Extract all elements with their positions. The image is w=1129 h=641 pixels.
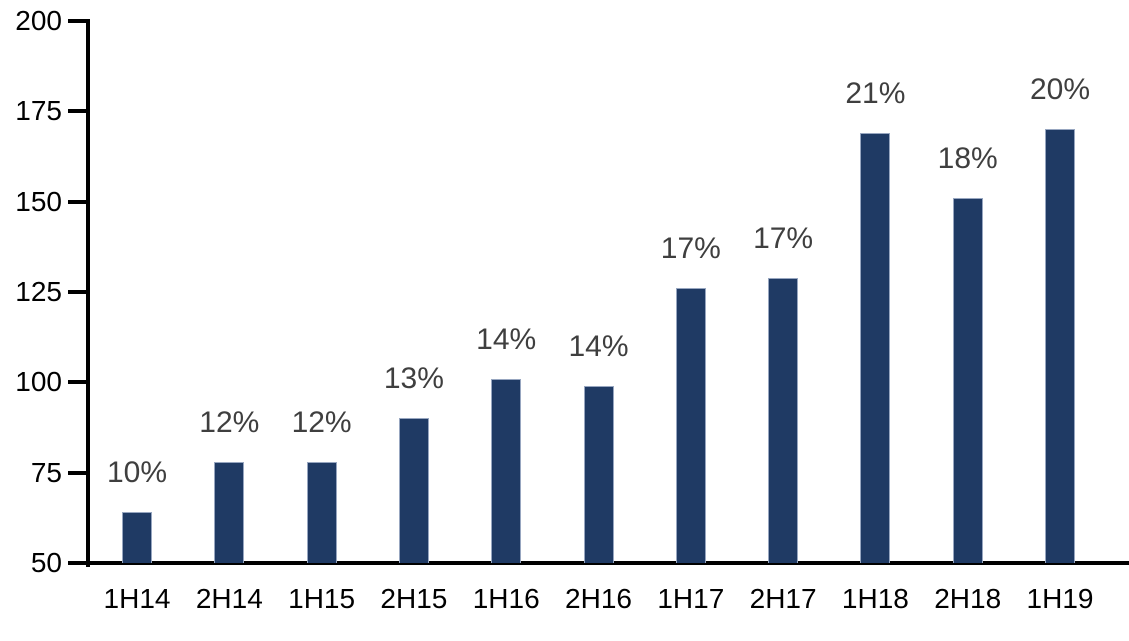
- x-tick-label: 1H15: [288, 583, 356, 614]
- x-tick-label: 2H17: [749, 583, 817, 614]
- x-tick-label: 1H16: [472, 583, 540, 614]
- x-tick-label: 1H19: [1026, 583, 1094, 614]
- x-tick-label: 2H18: [934, 583, 1002, 614]
- y-axis-line: [86, 19, 90, 567]
- x-tick-label: 2H14: [195, 583, 263, 614]
- bar-value-label: 17%: [753, 221, 814, 255]
- bar: [768, 277, 799, 563]
- y-tick-mark: [68, 19, 88, 23]
- x-tick-label: 1H17: [657, 583, 725, 614]
- bar-value-label: 20%: [1029, 73, 1091, 107]
- bar-value-label: 14%: [568, 329, 629, 363]
- y-tick-mark: [68, 380, 88, 385]
- bar-value-label: 10%: [106, 456, 168, 490]
- x-tick-label: 1H14: [103, 583, 171, 614]
- bar-value-label: 17%: [660, 232, 721, 266]
- bar: [952, 198, 983, 563]
- x-tick-label: 1H18: [841, 583, 909, 614]
- y-tick-mark: [68, 199, 88, 204]
- bar-value-label: 13%: [383, 362, 444, 396]
- bar-value-label: 21%: [845, 77, 906, 111]
- bar: [1045, 129, 1075, 563]
- bar-value-label: 14%: [476, 322, 537, 356]
- y-tick-label: 125: [15, 276, 62, 307]
- y-tick-label: 100: [15, 366, 62, 398]
- bar: [583, 385, 614, 563]
- bar-value-label: 12%: [199, 405, 260, 439]
- bar: [491, 378, 522, 563]
- bar-value-label: 12%: [291, 405, 352, 439]
- bar: [122, 512, 152, 563]
- x-tick-label: 2H16: [565, 583, 632, 614]
- x-tick-label: 2H15: [380, 583, 448, 614]
- bar: [398, 418, 429, 563]
- bar: [675, 288, 706, 563]
- bar: [860, 133, 891, 563]
- y-tick-label: 175: [15, 95, 62, 127]
- bar-value-label: 18%: [937, 142, 998, 176]
- y-tick-mark: [68, 290, 88, 294]
- x-axis-line: [68, 561, 1129, 565]
- y-tick-label: 50: [30, 547, 62, 578]
- y-tick-label: 75: [30, 456, 62, 488]
- y-tick-mark: [68, 561, 88, 565]
- bar: [306, 461, 337, 563]
- y-tick-label: 150: [15, 185, 62, 217]
- y-tick-mark: [68, 109, 88, 114]
- y-tick-mark: [68, 470, 88, 475]
- bar: [214, 461, 245, 563]
- y-tick-label: 200: [15, 5, 62, 36]
